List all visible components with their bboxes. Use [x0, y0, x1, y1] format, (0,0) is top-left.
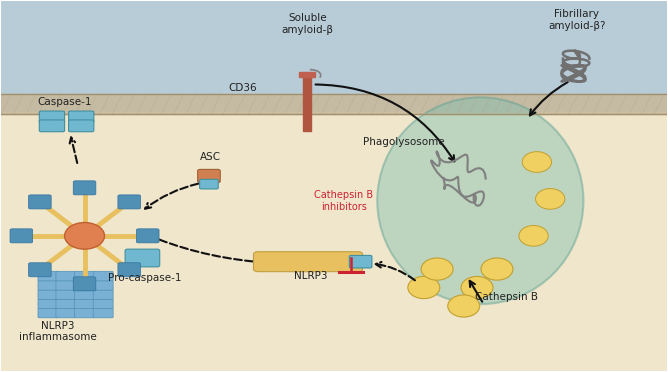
Text: Soluble
amyloid-β: Soluble amyloid-β	[281, 13, 333, 35]
FancyBboxPatch shape	[254, 252, 363, 272]
FancyBboxPatch shape	[73, 277, 96, 291]
FancyBboxPatch shape	[56, 299, 76, 309]
Text: Caspase-1: Caspase-1	[37, 97, 92, 107]
Ellipse shape	[481, 258, 513, 280]
FancyBboxPatch shape	[69, 120, 94, 132]
FancyBboxPatch shape	[56, 280, 76, 290]
FancyBboxPatch shape	[38, 271, 58, 281]
FancyBboxPatch shape	[73, 181, 96, 195]
FancyBboxPatch shape	[118, 263, 140, 277]
FancyBboxPatch shape	[200, 179, 218, 189]
Text: NLRP3
inflammasome: NLRP3 inflammasome	[19, 321, 97, 342]
FancyBboxPatch shape	[10, 229, 33, 243]
Ellipse shape	[421, 258, 453, 280]
Ellipse shape	[522, 152, 552, 172]
FancyBboxPatch shape	[94, 308, 113, 318]
Bar	[299, 72, 315, 77]
FancyBboxPatch shape	[56, 290, 76, 299]
Text: NLRP3: NLRP3	[294, 272, 327, 282]
FancyBboxPatch shape	[56, 308, 76, 318]
FancyBboxPatch shape	[94, 280, 113, 290]
FancyBboxPatch shape	[38, 299, 58, 309]
FancyBboxPatch shape	[38, 290, 58, 299]
Text: Fibrillary
amyloid-β?: Fibrillary amyloid-β?	[548, 9, 606, 31]
FancyBboxPatch shape	[56, 271, 76, 281]
FancyBboxPatch shape	[39, 111, 65, 123]
FancyBboxPatch shape	[125, 249, 160, 267]
FancyBboxPatch shape	[29, 195, 51, 209]
Ellipse shape	[408, 276, 440, 299]
Ellipse shape	[448, 295, 480, 317]
Ellipse shape	[65, 222, 104, 249]
Bar	[303, 75, 311, 131]
Ellipse shape	[519, 225, 548, 246]
FancyBboxPatch shape	[94, 290, 113, 299]
Ellipse shape	[536, 189, 565, 209]
Text: Cathepsin B
inhibitors: Cathepsin B inhibitors	[315, 190, 373, 212]
Text: Pro-caspase-1: Pro-caspase-1	[108, 273, 181, 283]
FancyBboxPatch shape	[94, 271, 113, 281]
FancyBboxPatch shape	[69, 111, 94, 123]
FancyBboxPatch shape	[75, 299, 94, 309]
FancyBboxPatch shape	[118, 195, 140, 209]
FancyBboxPatch shape	[75, 280, 94, 290]
Bar	[1, 94, 667, 114]
FancyBboxPatch shape	[198, 169, 220, 183]
FancyBboxPatch shape	[39, 120, 65, 132]
FancyBboxPatch shape	[75, 271, 94, 281]
FancyBboxPatch shape	[29, 263, 51, 277]
FancyBboxPatch shape	[94, 299, 113, 309]
Ellipse shape	[377, 97, 583, 304]
FancyBboxPatch shape	[38, 308, 58, 318]
Text: Cathepsin B: Cathepsin B	[476, 292, 538, 302]
FancyBboxPatch shape	[75, 308, 94, 318]
Text: ASC: ASC	[200, 152, 222, 162]
FancyBboxPatch shape	[38, 280, 58, 290]
Text: CD36: CD36	[229, 83, 257, 93]
FancyBboxPatch shape	[75, 290, 94, 299]
Bar	[1, 1, 667, 112]
Text: Phagolysosome: Phagolysosome	[363, 137, 445, 147]
FancyBboxPatch shape	[136, 229, 159, 243]
Bar	[1, 112, 667, 371]
Ellipse shape	[461, 276, 493, 299]
FancyBboxPatch shape	[349, 256, 372, 268]
